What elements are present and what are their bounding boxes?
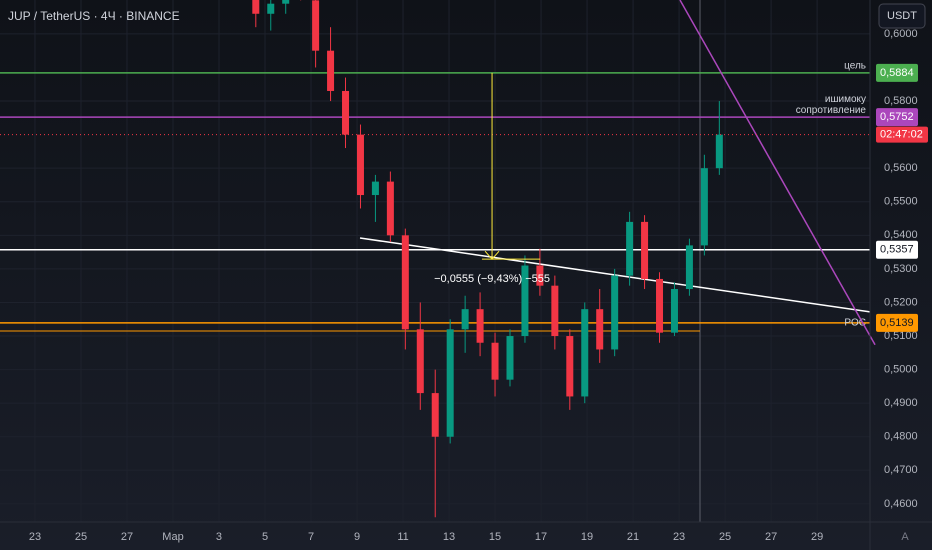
x-tick-label: 15 <box>489 531 501 543</box>
x-tick-label: 7 <box>308 531 314 543</box>
currency-button-label[interactable]: USDT <box>887 10 917 22</box>
level-badge-label: 0,5139 <box>880 317 914 329</box>
candle-body <box>461 309 469 330</box>
level-name: ишимоку <box>825 94 866 105</box>
candle-body <box>670 289 678 333</box>
y-tick-label: 0,5500 <box>884 196 918 208</box>
y-tick-label: 0,5300 <box>884 263 918 275</box>
candle-body <box>356 134 364 196</box>
y-tick-label: 0,5000 <box>884 364 918 376</box>
x-tick-label: 13 <box>443 531 455 543</box>
x-tick-label: 23 <box>29 531 41 543</box>
x-tick-label: 27 <box>765 531 777 543</box>
x-tick-label: 29 <box>811 531 823 543</box>
candle-body <box>626 221 634 276</box>
x-tick-label: 3 <box>216 531 222 543</box>
level-name: цель <box>844 60 866 71</box>
candle-body <box>715 134 723 169</box>
countdown-badge <box>876 126 928 143</box>
x-tick-label: 25 <box>719 531 731 543</box>
x-tick-label: 19 <box>581 531 593 543</box>
y-tick-label: 0,4900 <box>884 397 918 409</box>
y-tick-label: 0,5400 <box>884 229 918 241</box>
x-tick-label: 25 <box>75 531 87 543</box>
y-tick-label: 0,4700 <box>884 464 918 476</box>
level-badge-label: 0,5357 <box>880 244 914 256</box>
x-tick-label: 5 <box>262 531 268 543</box>
candle-body <box>431 393 439 437</box>
candle-body <box>521 265 529 337</box>
axes: 0,6000 0,5800 0,5600 0,5500 0,5400 0,5300 0,52… <box>29 28 928 543</box>
candle-body <box>476 309 484 343</box>
measure-arrow <box>484 250 500 260</box>
y-tick-label: 0,6000 <box>884 28 918 40</box>
candle-body <box>371 181 379 196</box>
trend-line <box>679 0 876 346</box>
candle-body <box>641 221 649 279</box>
candle-body <box>416 329 424 394</box>
candle-body <box>506 336 514 380</box>
y-tick-label: 0,5800 <box>884 95 918 107</box>
candle-body <box>700 168 708 246</box>
candle-body <box>536 265 544 286</box>
y-tick-label: 0,5100 <box>884 330 918 342</box>
level-badge <box>876 313 918 332</box>
auto-scale-button[interactable]: A <box>901 531 909 543</box>
measure-label: −0,0555 (−9,43%) −555 <box>434 273 550 285</box>
level-name: сопротивление <box>796 105 867 116</box>
x-tick-label: 11 <box>397 531 408 543</box>
x-tick-label: 23 <box>673 531 685 543</box>
countdown-label: 02:47:02 <box>880 129 923 141</box>
candle-body <box>551 285 559 337</box>
y-tick-label: 0,4600 <box>884 498 918 510</box>
chart-title: JUP / TetherUS · 4Ч · BINANCE <box>8 9 180 23</box>
candle-body <box>611 275 619 350</box>
candle-body <box>401 235 409 330</box>
level-name: POC <box>844 318 866 329</box>
x-tick-label: 9 <box>354 531 360 543</box>
candle-body <box>312 0 320 51</box>
level-badge <box>876 63 918 82</box>
candle-body <box>596 309 604 350</box>
candle-body <box>327 50 335 91</box>
candle-body <box>491 342 499 380</box>
candle-body <box>446 329 454 437</box>
candle-body <box>252 0 260 14</box>
x-tick-label: 17 <box>535 531 547 543</box>
x-tick-label: Мар <box>162 531 184 543</box>
candle-body <box>685 245 693 290</box>
candle-body <box>386 181 394 236</box>
candle-body <box>566 336 574 397</box>
candle-body <box>342 90 350 135</box>
level-badge <box>876 108 918 127</box>
x-tick-label: 21 <box>627 531 639 543</box>
level-badge-label: 0,5752 <box>880 111 914 123</box>
candle-body <box>656 278 664 333</box>
x-tick-label: 27 <box>121 531 133 543</box>
level-badge-label: 0,5884 <box>880 67 914 79</box>
y-tick-label: 0,5200 <box>884 296 918 308</box>
currency-button[interactable] <box>878 3 926 29</box>
y-tick-label: 0,5600 <box>884 162 918 174</box>
candle-body <box>581 309 589 397</box>
y-tick-label: 0,4800 <box>884 431 918 443</box>
level-badge <box>876 240 918 259</box>
candle-body <box>267 3 275 14</box>
candle-body <box>282 0 290 4</box>
